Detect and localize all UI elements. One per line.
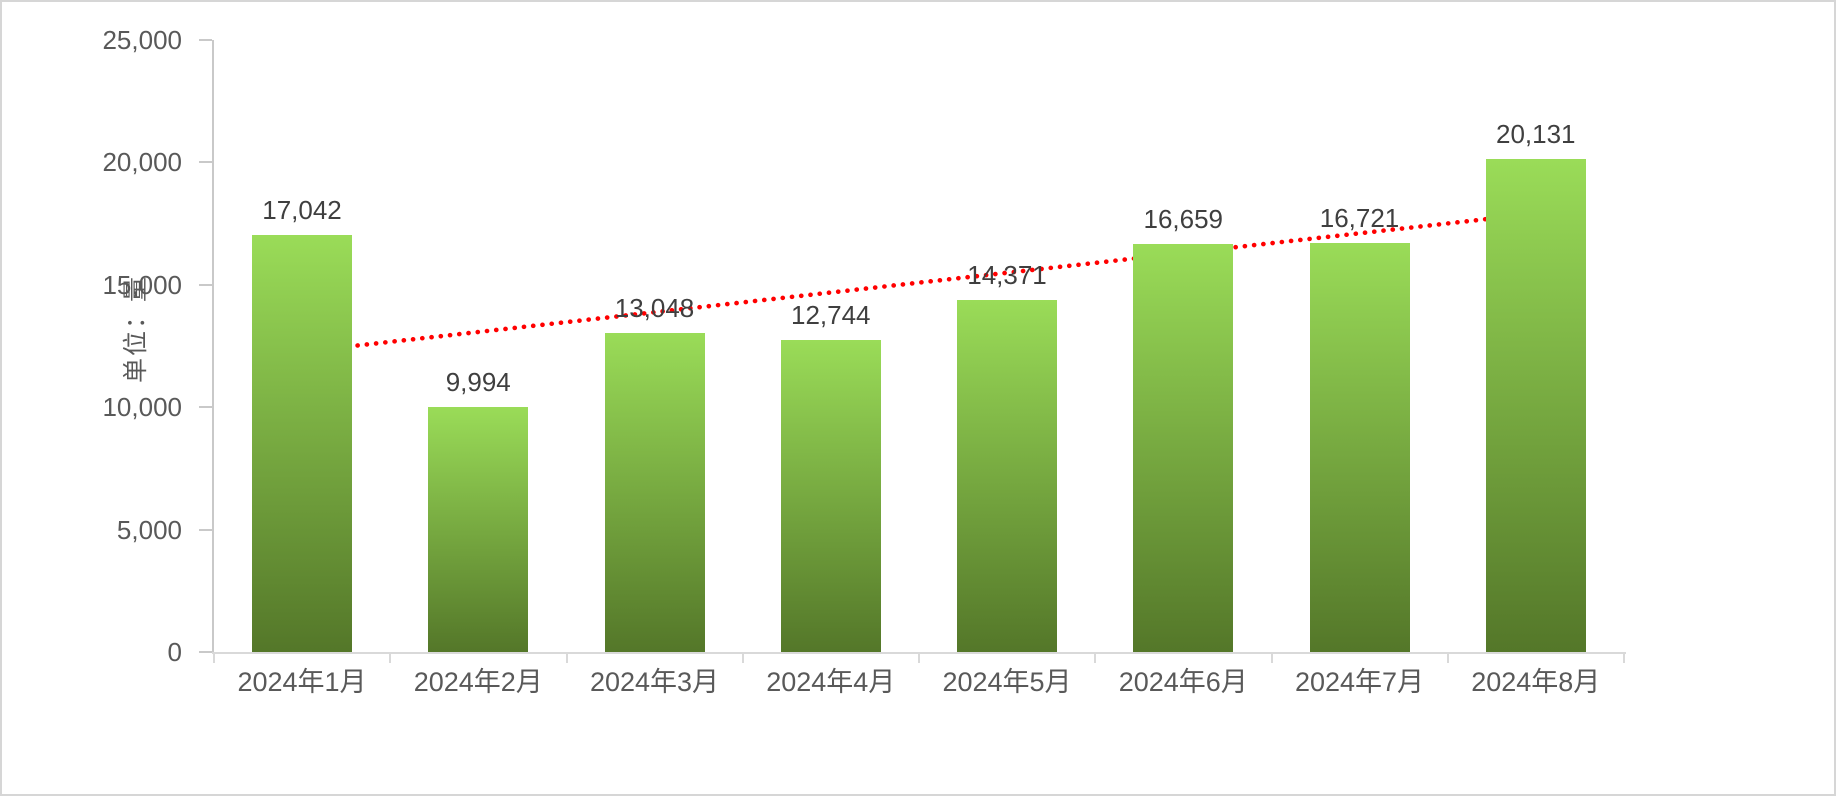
x-axis-tick bbox=[1446, 654, 1449, 663]
data-label: 13,048 bbox=[614, 292, 695, 323]
y-axis-tick bbox=[199, 161, 212, 164]
x-axis-tick bbox=[1270, 654, 1273, 663]
x-axis-tick bbox=[1094, 654, 1097, 663]
x-tick-label: 2024年8月 bbox=[1471, 667, 1601, 697]
y-axis-tick bbox=[199, 39, 212, 41]
bar bbox=[957, 300, 1058, 652]
y-axis-tick bbox=[199, 283, 212, 286]
bar bbox=[1133, 244, 1234, 652]
y-tick-label: 5,000 bbox=[116, 514, 182, 545]
y-tick-label: 15,000 bbox=[102, 269, 182, 300]
x-axis-tick bbox=[389, 654, 392, 663]
y-axis-tick bbox=[199, 528, 212, 531]
y-tick-label: 0 bbox=[167, 637, 182, 667]
data-label: 14,371 bbox=[967, 260, 1047, 291]
bar bbox=[428, 407, 529, 652]
trendline-path bbox=[299, 211, 1539, 354]
bar bbox=[252, 234, 353, 652]
bar bbox=[780, 340, 881, 652]
data-label: 16,659 bbox=[1143, 204, 1224, 235]
data-label: 9,994 bbox=[445, 367, 511, 398]
data-label: 20,131 bbox=[1495, 119, 1576, 150]
y-axis-line bbox=[212, 40, 214, 654]
data-label: 12,744 bbox=[790, 300, 871, 331]
x-axis-tick bbox=[741, 654, 744, 663]
y-axis-tick bbox=[199, 651, 212, 653]
x-axis-tick bbox=[918, 654, 920, 663]
y-tick-label: 10,000 bbox=[102, 392, 182, 423]
trendline bbox=[299, 211, 1539, 354]
x-tick-label: 2024年2月 bbox=[413, 667, 543, 697]
x-tick-label: 2024年3月 bbox=[589, 667, 720, 697]
y-axis-tick bbox=[199, 406, 212, 409]
bar bbox=[1485, 159, 1586, 652]
y-tick-label: 25,000 bbox=[102, 25, 182, 55]
y-tick-label: 20,000 bbox=[102, 147, 182, 178]
x-axis-line bbox=[212, 652, 1626, 654]
x-axis-tick bbox=[565, 654, 568, 663]
x-tick-label: 2024年4月 bbox=[766, 667, 896, 697]
plot-area: 单位：量 0 5,000 10,000 15,000 20,000 25,000 17,04… bbox=[102, 25, 1626, 697]
data-label: 16,721 bbox=[1319, 202, 1400, 233]
x-axis-tick bbox=[213, 654, 215, 663]
x-tick-label: 2024年6月 bbox=[1118, 667, 1248, 697]
bar bbox=[1309, 242, 1410, 652]
data-label: 17,042 bbox=[262, 194, 342, 225]
x-axis-tick bbox=[1623, 654, 1625, 663]
x-tick-label: 2024年7月 bbox=[1294, 667, 1425, 697]
bar bbox=[604, 332, 705, 652]
x-tick-label: 2024年5月 bbox=[942, 667, 1072, 697]
x-tick-label: 2024年1月 bbox=[237, 667, 367, 697]
